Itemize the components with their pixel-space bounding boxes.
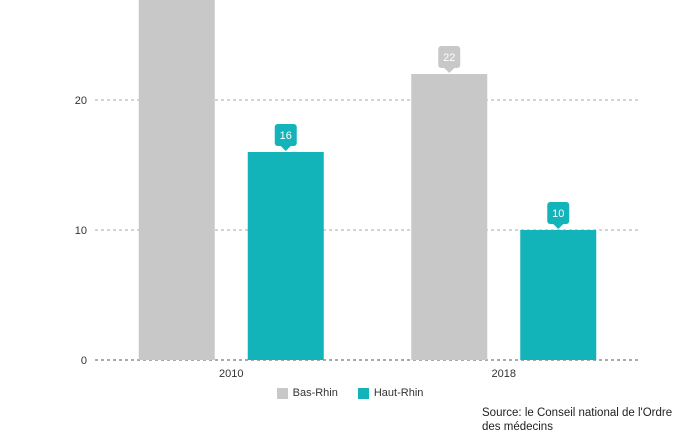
x-tick-label: 2018	[492, 368, 516, 380]
legend-label-haut-rhin: Haut-Rhin	[373, 387, 424, 399]
data-label: 10	[552, 208, 564, 220]
legend-item-haut-rhin: Haut-Rhin	[357, 387, 424, 399]
y-tick-label: 20	[75, 95, 87, 107]
legend-item-bas-rhin: Bas-Rhin	[276, 387, 338, 399]
data-label-box	[438, 46, 461, 68]
bar-chart: 0 10 20 2010 2018 22 16 10	[75, 0, 640, 380]
legend-label-bas-rhin: Bas-Rhin	[292, 387, 338, 399]
data-label-box	[547, 202, 570, 224]
data-label-box	[274, 124, 297, 146]
bar-bas-rhin-2018	[411, 74, 488, 360]
source-note: Source: le Conseil national de l'Ordre d…	[482, 407, 673, 433]
legend-swatch-bas-rhin	[276, 387, 288, 399]
data-label: 16	[280, 130, 292, 142]
data-label: 22	[443, 52, 455, 64]
legend: Bas-Rhin Haut-Rhin	[0, 387, 700, 399]
bar-haut-rhin-2010	[247, 152, 324, 360]
bar-haut-rhin-2018	[520, 230, 597, 360]
bar-bas-rhin-2010	[138, 0, 215, 360]
y-tick-label: 0	[81, 355, 87, 367]
data-label-pointer	[444, 68, 455, 73]
legend-swatch-haut-rhin	[357, 387, 369, 399]
y-tick-label: 10	[75, 225, 87, 237]
data-label-pointer	[553, 224, 564, 229]
data-label-pointer	[280, 146, 291, 151]
x-tick-label: 2010	[219, 368, 243, 380]
